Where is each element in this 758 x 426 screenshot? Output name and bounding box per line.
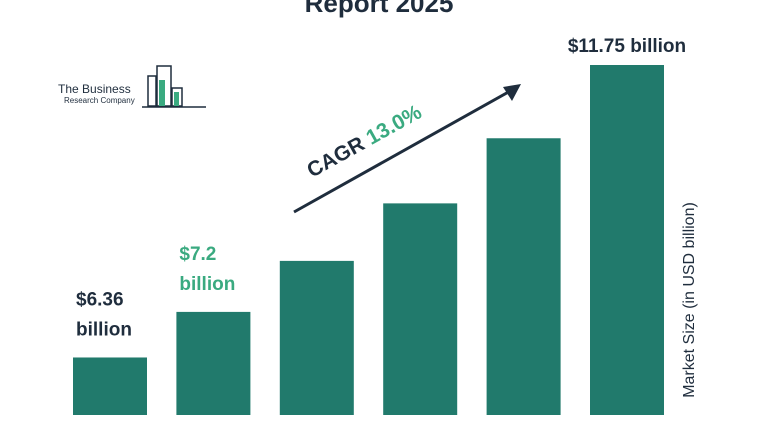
chart-title: Report 2025: [304, 0, 454, 18]
x-tick-label-2028: 2028: [507, 423, 540, 426]
data-label-2025-value: $7.2: [179, 244, 216, 265]
x-tick-label-2024: 2024: [93, 423, 127, 426]
data-label-2025-unit: billion: [179, 274, 235, 295]
x-tick-label-2027: 2027: [404, 423, 437, 426]
bar-2028: [486, 138, 561, 416]
cagr-arrow-head-icon: [503, 84, 521, 101]
logo-subname: Research Company: [64, 96, 135, 105]
bar-2024: [73, 357, 147, 415]
bar-2025: [176, 311, 251, 415]
bar-2026: [279, 260, 354, 415]
data-label-2024-unit: billion: [76, 319, 132, 340]
data-label-2024-value: $6.36: [76, 289, 124, 310]
company-logo: The Business Research Company: [58, 62, 208, 110]
bar-2027: [383, 203, 458, 415]
cagr-annotation: CAGR 13.0%: [303, 100, 426, 182]
cagr-arrow-line: [293, 88, 513, 214]
data-label-2029-value: $11.75 billion: [568, 36, 686, 57]
x-tick-label-2029: 2029: [610, 423, 643, 426]
x-tick-label-2026: 2026: [300, 423, 333, 426]
logo-bars-icon: [142, 65, 206, 108]
x-tick-label-2025: 2025: [197, 423, 230, 426]
logo-name: The Business: [58, 82, 131, 96]
y-axis-label: Market Size (in USD billion): [681, 202, 698, 398]
bar-2029: [590, 65, 664, 415]
